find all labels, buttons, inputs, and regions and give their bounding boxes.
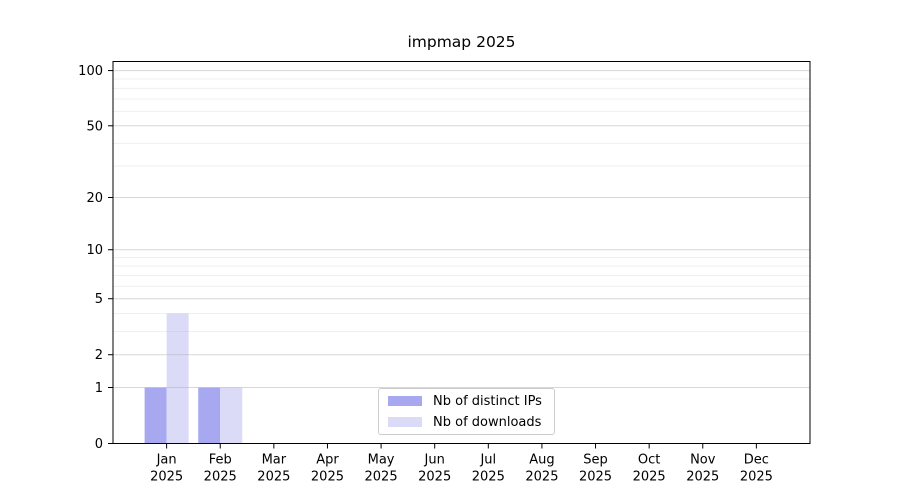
x-tick-label-feb: Feb [209,453,232,468]
y-tick-label-20: 20 [86,191,103,206]
x-tick-year-jul: 2025 [472,470,505,485]
x-tick-label-nov: Nov [690,453,716,468]
x-tick-label-apr: Apr [316,453,339,468]
y-tick-label-50: 50 [86,119,103,134]
x-tick-year-feb: 2025 [204,470,237,485]
legend-item-downloads: Nb of downloads [388,413,554,431]
x-tick-year-sep: 2025 [579,470,612,485]
bar-distinct-ips-jan [144,387,167,444]
x-tick-year-mar: 2025 [257,470,290,485]
bar-distinct-ips-feb [198,387,221,444]
y-tick-label-1: 1 [95,381,103,396]
x-tick-label-sep: Sep [583,453,608,468]
x-tick-year-aug: 2025 [525,470,558,485]
x-tick-label-jan: Jan [156,453,177,468]
y-tick-label-0: 0 [95,437,103,452]
legend-swatch-downloads [388,417,422,427]
legend-swatch-distinct-ips [388,396,422,406]
x-tick-year-may: 2025 [365,470,398,485]
bar-downloads-jan [166,313,189,444]
y-tick-label-10: 10 [86,243,103,258]
x-tick-year-jun: 2025 [418,470,451,485]
x-tick-label-mar: Mar [262,453,287,468]
legend: Nb of distinct IPs Nb of downloads [378,388,555,435]
legend-item-distinct-ips: Nb of distinct IPs [388,392,554,410]
y-tick-label-100: 100 [78,64,103,79]
x-tick-label-may: May [368,453,395,468]
x-tick-year-oct: 2025 [633,470,666,485]
x-tick-label-oct: Oct [638,453,660,468]
x-tick-label-jun: Jun [424,453,445,468]
x-tick-year-apr: 2025 [311,470,344,485]
x-tick-label-jul: Jul [479,453,496,468]
axes-box [112,61,811,444]
chart-title: impmap 2025 [407,33,516,51]
y-tick-label-5: 5 [95,292,103,307]
x-tick-year-nov: 2025 [686,470,719,485]
legend-label-distinct-ips: Nb of distinct IPs [433,393,542,409]
x-tick-year-jan: 2025 [150,470,183,485]
y-tick-label-2: 2 [95,348,103,363]
x-tick-label-aug: Aug [529,453,554,468]
x-tick-label-dec: Dec [744,453,769,468]
legend-label-downloads: Nb of downloads [433,414,542,430]
bar-downloads-feb [220,387,243,444]
x-tick-year-dec: 2025 [740,470,773,485]
